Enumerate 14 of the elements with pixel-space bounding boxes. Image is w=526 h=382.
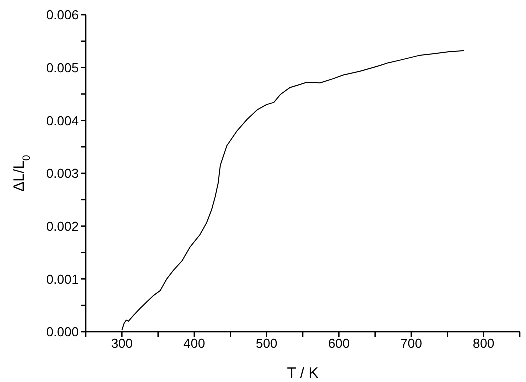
x-tick-label: 600 (328, 336, 350, 352)
y-tick-label: 0.004 (46, 113, 79, 128)
x-tick-label: 700 (400, 336, 422, 352)
x-tick-label: 400 (184, 336, 206, 352)
x-tick-label: 300 (111, 336, 134, 352)
y-tick-label: 0.005 (46, 60, 79, 76)
y-tick-label: 0.002 (46, 218, 79, 234)
y-tick-label: 0.003 (46, 166, 79, 182)
x-tick-label: 800 (472, 336, 495, 352)
x-tick-label: 500 (256, 336, 278, 352)
x-axis-title: T / K (287, 365, 319, 382)
y-tick-label: 0.006 (46, 8, 79, 23)
text: 0.000 (46, 324, 79, 340)
y-tick-label: 0.001 (46, 272, 79, 287)
